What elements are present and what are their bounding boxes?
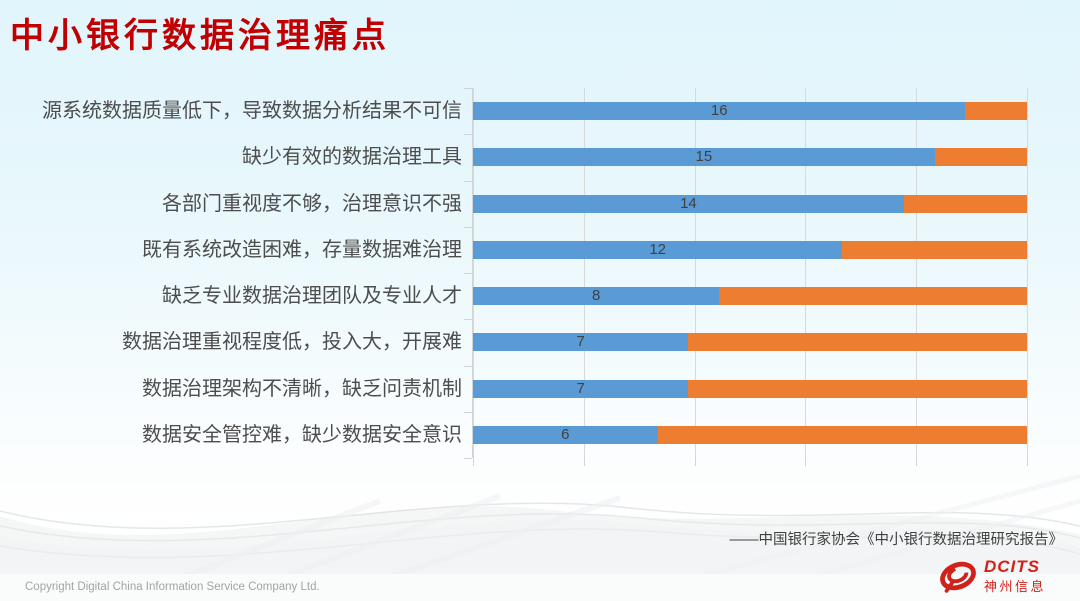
axis-tick xyxy=(464,134,472,136)
bar-segment-orange xyxy=(934,148,1027,167)
plot-area: 16 15 14 12 8 7 7 6 xyxy=(464,88,1028,466)
bar-segment-blue: 7 xyxy=(473,333,689,352)
category-label: 数据安全管控难，缺少数据安全意识 xyxy=(142,423,462,446)
bar-row: 12 xyxy=(473,240,1027,259)
swirl-logo-icon xyxy=(940,561,976,593)
bar-value-label: 7 xyxy=(576,333,585,351)
page-title: 中小银行数据治理痛点 xyxy=(10,17,390,55)
axis-tick xyxy=(694,458,696,466)
axis-tick xyxy=(464,365,472,367)
bar-row: 16 xyxy=(473,102,1027,121)
bar-segment-blue: 15 xyxy=(473,148,935,167)
category-label: 数据治理架构不清晰，缺乏问责机制 xyxy=(142,377,462,400)
bar-segment-blue: 14 xyxy=(473,194,904,213)
gridline xyxy=(694,88,696,458)
category-label: 各部门重视度不够，治理意识不强 xyxy=(162,192,462,215)
category-label: 既有系统改造困难，存量数据难治理 xyxy=(142,238,462,261)
bar-row: 14 xyxy=(473,194,1027,213)
axis-tick xyxy=(473,458,474,466)
axis-tick xyxy=(464,319,472,321)
bar-value-label: 7 xyxy=(576,379,585,397)
axis-tick xyxy=(464,180,472,182)
bar-segment-orange xyxy=(965,102,1027,121)
bar-value-label: 8 xyxy=(591,287,601,305)
bar-value-label: 12 xyxy=(649,240,666,258)
bar-row: 7 xyxy=(473,379,1027,398)
bar-segment-blue: 16 xyxy=(473,102,966,121)
category-label: 缺少有效的数据治理工具 xyxy=(242,146,462,169)
gridline xyxy=(916,88,918,458)
axis-tick xyxy=(464,411,472,413)
bar-segment-blue: 6 xyxy=(473,425,658,444)
bar-segment-orange xyxy=(842,240,1027,259)
bar-segment-orange xyxy=(688,333,1027,352)
copyright-text: Copyright Digital China Information Serv… xyxy=(25,581,320,593)
category-label: 缺乏专业数据治理团队及专业人才 xyxy=(162,285,462,307)
axis-tick xyxy=(583,458,585,466)
gridline xyxy=(583,88,585,458)
bar-segment-blue: 12 xyxy=(473,240,843,259)
bar-row: 7 xyxy=(473,333,1027,352)
bar-row: 8 xyxy=(473,287,1027,306)
axis-tick xyxy=(805,458,807,466)
axis-tick xyxy=(464,458,472,459)
gridline xyxy=(1027,88,1028,458)
axis-tick xyxy=(1027,458,1028,466)
category-label: 数据治理重视程度低，投入大，开展难 xyxy=(122,331,462,354)
bar-segment-orange xyxy=(719,287,1027,306)
bar-segment-blue: 7 xyxy=(473,379,689,398)
axis-tick xyxy=(464,273,472,274)
bar-segment-orange xyxy=(903,194,1027,213)
bar-segment-blue: 8 xyxy=(473,287,720,306)
bar-value-label: 16 xyxy=(710,102,728,120)
bar-row: 15 xyxy=(473,148,1027,167)
category-axis-line xyxy=(472,88,473,458)
gridline xyxy=(473,88,474,458)
bar-value-label: 15 xyxy=(695,148,713,166)
bar-segment-orange xyxy=(657,425,1027,444)
category-label: 源系统数据质量低下，导致数据分析结果不可信 xyxy=(42,100,462,122)
axis-tick xyxy=(916,458,918,466)
logo-text-dcits: DCITS xyxy=(984,557,1040,576)
gridline xyxy=(805,88,807,458)
source-citation: ——中国银行家协会《中小银行数据治理研究报告》 xyxy=(729,532,1064,548)
bar-segment-orange xyxy=(688,379,1027,398)
company-logo: DCITS 神州信息 xyxy=(936,555,1066,597)
logo-text-chinese: 神州信息 xyxy=(984,579,1047,594)
bar-value-label: 6 xyxy=(561,425,570,443)
bar-row: 6 xyxy=(473,425,1027,444)
axis-tick xyxy=(464,88,472,89)
bar-value-label: 14 xyxy=(680,194,697,212)
axis-tick xyxy=(464,226,472,228)
